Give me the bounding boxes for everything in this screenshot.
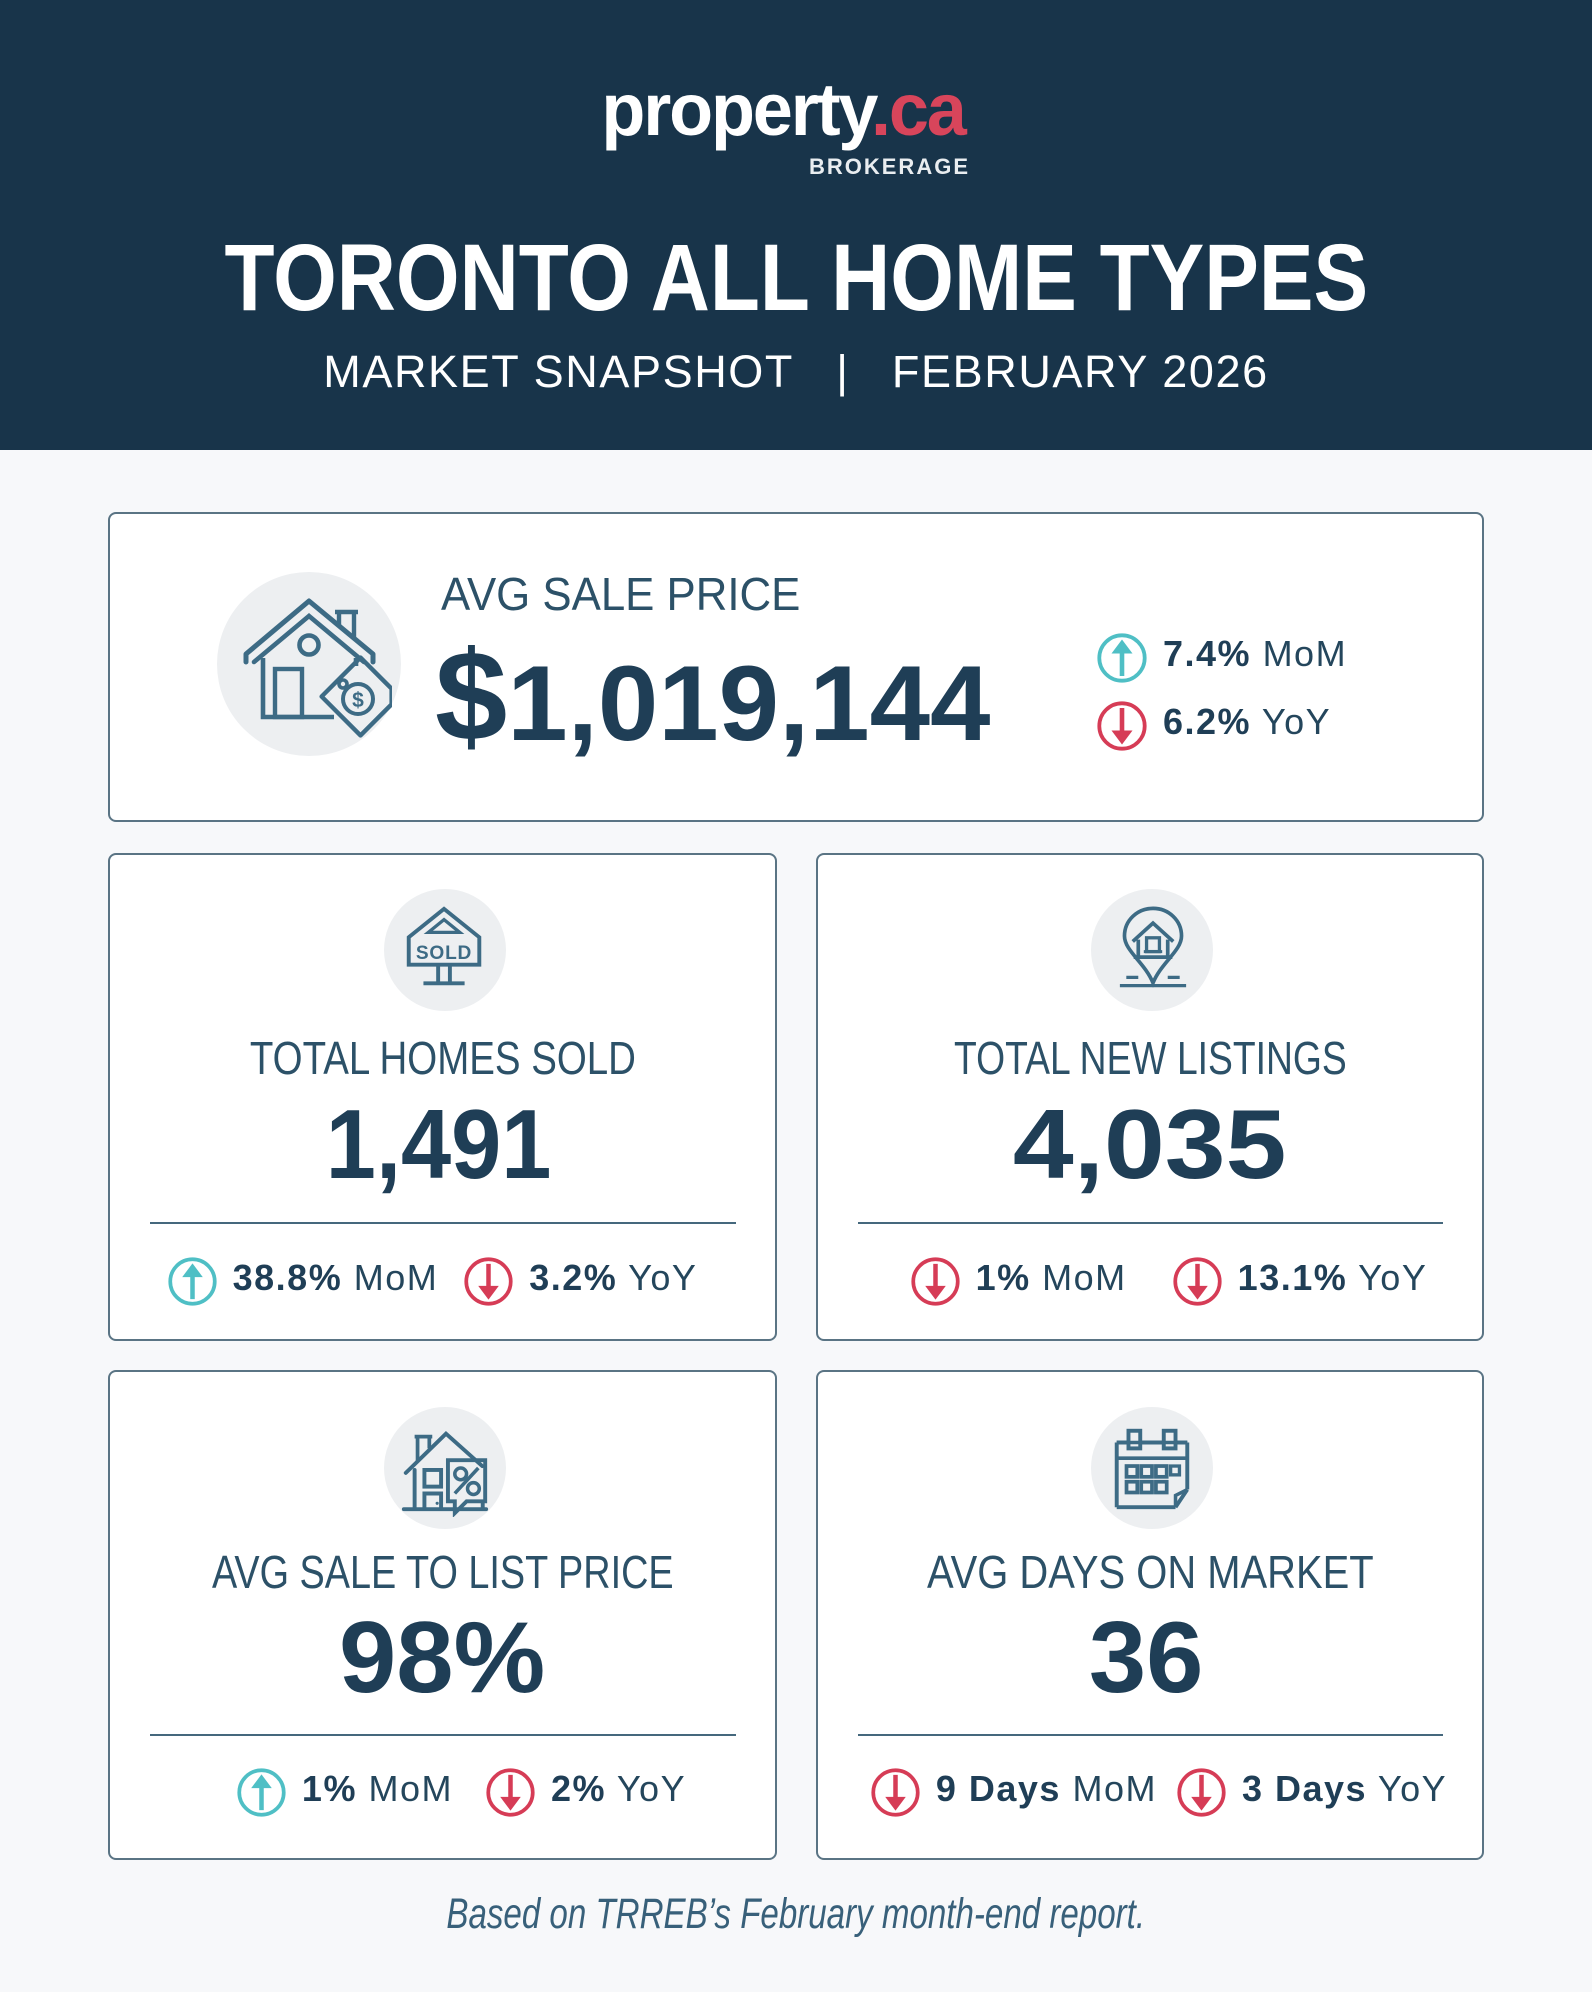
svg-text:SOLD: SOLD xyxy=(416,943,472,964)
svg-text:$: $ xyxy=(352,689,364,712)
